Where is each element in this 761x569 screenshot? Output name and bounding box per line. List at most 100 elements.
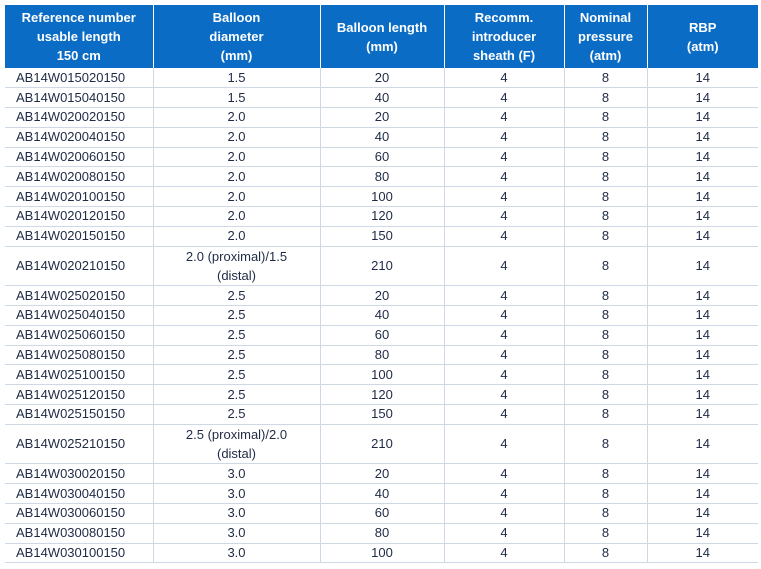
cell-introducer-sheath: 4 <box>443 543 564 564</box>
cell-rbp: 14 <box>646 483 758 505</box>
cell-balloon-diameter: 2.0 <box>152 107 320 128</box>
table-row: AB14W020040150 2.0 40 4 8 14 <box>5 127 758 148</box>
cell-reference-number: AB14W025120150 <box>5 384 153 406</box>
table-row: AB14W025210150 2.5 (proximal)/2.0 (distal… <box>5 424 758 465</box>
cell-rbp: 14 <box>646 364 758 386</box>
table-row: AB14W025120150 2.5 120 4 8 14 <box>5 384 758 406</box>
cell-introducer-sheath: 4 <box>443 68 564 89</box>
cell-balloon-length: 120 <box>319 206 444 227</box>
table-row: AB14W030100150 3.0 100 4 8 14 <box>5 543 758 564</box>
table-row: AB14W030020150 3.0 20 4 8 14 <box>5 463 758 485</box>
cell-reference-number: AB14W025210150 <box>5 424 153 465</box>
cell-reference-number: AB14W020080150 <box>5 166 153 188</box>
cell-nominal-pressure: 8 <box>563 463 647 485</box>
cell-rbp: 14 <box>646 345 758 366</box>
cell-reference-number: AB14W020100150 <box>5 186 153 208</box>
cell-reference-number: AB14W020060150 <box>5 147 153 168</box>
cell-balloon-diameter: 2.0 <box>152 186 320 208</box>
table-row: AB14W025040150 2.5 40 4 8 14 <box>5 305 758 326</box>
cell-rbp: 14 <box>646 325 758 346</box>
cell-introducer-sheath: 4 <box>443 404 564 425</box>
cell-rbp: 14 <box>646 384 758 406</box>
header-row: Reference number usable length 150 cm Ba… <box>5 5 758 68</box>
cell-rbp: 14 <box>646 246 758 287</box>
cell-reference-number: AB14W015040150 <box>5 87 153 109</box>
cell-balloon-diameter: 2.5 <box>152 285 320 307</box>
cell-balloon-length: 80 <box>319 523 444 544</box>
cell-nominal-pressure: 8 <box>563 364 647 386</box>
table-row: AB14W020080150 2.0 80 4 8 14 <box>5 166 758 188</box>
cell-balloon-diameter: 2.5 <box>152 325 320 346</box>
cell-reference-number: AB14W020120150 <box>5 206 153 227</box>
header-balloon-length: Balloon length (mm) <box>319 5 444 68</box>
cell-introducer-sheath: 4 <box>443 325 564 346</box>
cell-rbp: 14 <box>646 543 758 564</box>
cell-introducer-sheath: 4 <box>443 305 564 326</box>
cell-balloon-length: 210 <box>319 246 444 287</box>
cell-balloon-diameter: 2.0 <box>152 206 320 227</box>
cell-balloon-length: 40 <box>319 127 444 148</box>
cell-nominal-pressure: 8 <box>563 246 647 287</box>
cell-balloon-diameter: 3.0 <box>152 523 320 544</box>
table-row: AB14W025150150 2.5 150 4 8 14 <box>5 404 758 425</box>
cell-reference-number: AB14W025040150 <box>5 305 153 326</box>
cell-introducer-sheath: 4 <box>443 147 564 168</box>
cell-balloon-length: 80 <box>319 166 444 188</box>
table-row: AB14W015040150 1.5 40 4 8 14 <box>5 87 758 109</box>
header-rbp: RBP (atm) <box>646 5 758 68</box>
cell-balloon-length: 20 <box>319 463 444 485</box>
cell-introducer-sheath: 4 <box>443 246 564 287</box>
cell-introducer-sheath: 4 <box>443 107 564 128</box>
cell-introducer-sheath: 4 <box>443 186 564 208</box>
cell-introducer-sheath: 4 <box>443 463 564 485</box>
table-row: AB14W030060150 3.0 60 4 8 14 <box>5 503 758 524</box>
table-row: AB14W025020150 2.5 20 4 8 14 <box>5 285 758 307</box>
cell-nominal-pressure: 8 <box>563 166 647 188</box>
cell-reference-number: AB14W025060150 <box>5 325 153 346</box>
cell-balloon-diameter: 2.5 <box>152 364 320 386</box>
cell-nominal-pressure: 8 <box>563 68 647 89</box>
table-row: AB14W020100150 2.0 100 4 8 14 <box>5 186 758 208</box>
cell-reference-number: AB14W020040150 <box>5 127 153 148</box>
cell-balloon-length: 40 <box>319 87 444 109</box>
cell-rbp: 14 <box>646 424 758 465</box>
table-row: AB14W030040150 3.0 40 4 8 14 <box>5 483 758 505</box>
cell-introducer-sheath: 4 <box>443 364 564 386</box>
cell-nominal-pressure: 8 <box>563 285 647 307</box>
cell-reference-number: AB14W025100150 <box>5 364 153 386</box>
cell-nominal-pressure: 8 <box>563 483 647 505</box>
table-row: AB14W025100150 2.5 100 4 8 14 <box>5 364 758 386</box>
cell-rbp: 14 <box>646 523 758 544</box>
cell-nominal-pressure: 8 <box>563 226 647 247</box>
cell-introducer-sheath: 4 <box>443 285 564 307</box>
header-balloon-diameter: Balloon diameter (mm) <box>152 5 320 68</box>
cell-balloon-length: 100 <box>319 364 444 386</box>
cell-nominal-pressure: 8 <box>563 384 647 406</box>
cell-balloon-diameter: 1.5 <box>152 87 320 109</box>
cell-reference-number: AB14W030100150 <box>5 543 153 564</box>
cell-introducer-sheath: 4 <box>443 345 564 366</box>
cell-balloon-diameter: 3.0 <box>152 483 320 505</box>
cell-introducer-sheath: 4 <box>443 166 564 188</box>
cell-introducer-sheath: 4 <box>443 424 564 465</box>
cell-nominal-pressure: 8 <box>563 186 647 208</box>
cell-balloon-length: 20 <box>319 68 444 89</box>
cell-nominal-pressure: 8 <box>563 325 647 346</box>
cell-rbp: 14 <box>646 127 758 148</box>
cell-balloon-diameter: 2.0 <box>152 127 320 148</box>
cell-introducer-sheath: 4 <box>443 503 564 524</box>
cell-balloon-length: 20 <box>319 285 444 307</box>
cell-balloon-diameter: 2.5 <box>152 305 320 326</box>
table-body: AB14W015020150 1.5 20 4 8 14 AB14W015040150 1.5… <box>5 68 758 564</box>
product-spec-table: Reference number usable length 150 cm Ba… <box>5 5 758 564</box>
cell-balloon-length: 150 <box>319 226 444 247</box>
table-row: AB14W020210150 2.0 (proximal)/1.5 (distal… <box>5 246 758 287</box>
cell-nominal-pressure: 8 <box>563 543 647 564</box>
cell-balloon-diameter: 3.0 <box>152 543 320 564</box>
cell-balloon-diameter: 2.5 <box>152 384 320 406</box>
table-row: AB14W020150150 2.0 150 4 8 14 <box>5 226 758 247</box>
cell-balloon-length: 210 <box>319 424 444 465</box>
table-row: AB14W020020150 2.0 20 4 8 14 <box>5 107 758 128</box>
cell-reference-number: AB14W020020150 <box>5 107 153 128</box>
cell-balloon-diameter: 3.0 <box>152 503 320 524</box>
